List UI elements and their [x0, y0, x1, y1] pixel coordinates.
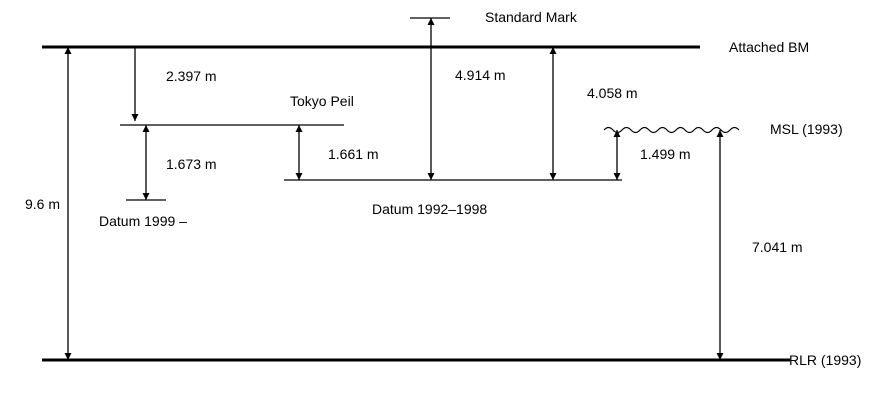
datum-1999-label: Datum 1999 – — [99, 213, 187, 229]
distance-msl-to-datum-1992: 1.499 m — [640, 146, 691, 162]
standard-mark-label: Standard Mark — [485, 9, 578, 25]
tokyo-peil-label: Tokyo Peil — [290, 93, 354, 109]
distance-bm-to-datum-1992: 4.058 m — [587, 85, 638, 101]
distance-bm-to-tokyo-peil: 2.397 m — [166, 68, 217, 84]
distance-standard-mark-to-datum-1992: 4.914 m — [455, 67, 506, 83]
rlr-label: RLR (1993) — [789, 352, 861, 368]
distance-msl-to-rlr: 7.041 m — [752, 239, 803, 255]
msl-wave-line — [603, 126, 740, 134]
distance-tokyo-peil-to-datum-1999: 1.673 m — [166, 156, 217, 172]
distance-bm-to-rlr: 9.6 m — [25, 196, 60, 212]
datum-1992-1998-label: Datum 1992–1998 — [372, 201, 487, 217]
msl-label: MSL (1993) — [770, 121, 843, 137]
attached-bm-label: Attached BM — [729, 39, 809, 55]
distance-tokyo-peil-to-datum-1992: 1.661 m — [328, 146, 379, 162]
